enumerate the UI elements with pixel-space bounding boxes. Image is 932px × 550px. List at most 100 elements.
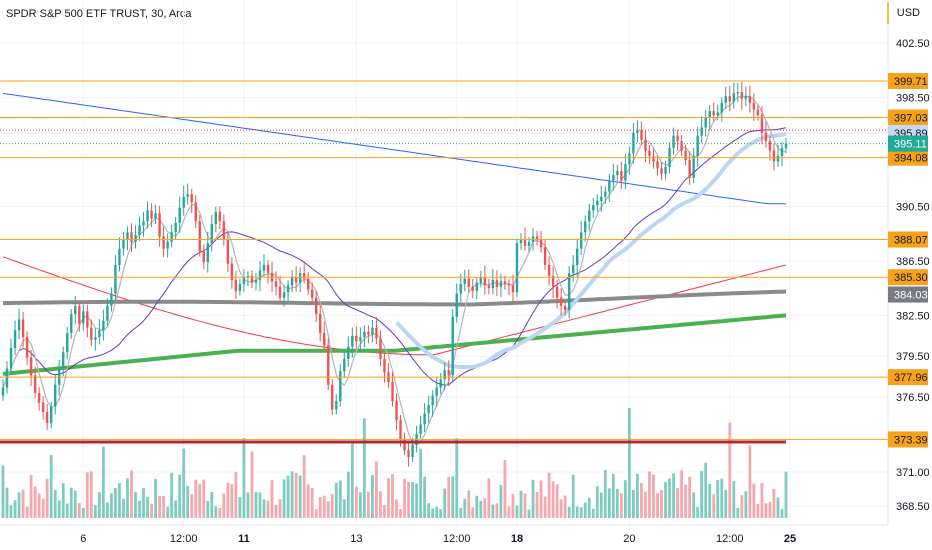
time-tick-label: 13 <box>350 533 362 545</box>
candle-body <box>331 384 334 410</box>
candle-body <box>294 277 298 283</box>
volume-bar <box>575 506 579 518</box>
volume-bar <box>688 476 692 518</box>
candle-body <box>403 439 406 451</box>
time-axis: 6 12:00 11 13 12:00 18 20 12:00 25 <box>0 524 888 545</box>
candle-body <box>278 286 282 298</box>
candle-body <box>74 305 77 314</box>
candle-body <box>126 232 129 240</box>
candle-body <box>523 239 527 246</box>
volume-bar <box>166 506 170 518</box>
volume-bar <box>680 470 683 518</box>
candle-body <box>692 156 695 178</box>
volume-bar <box>306 484 310 518</box>
candle-body <box>162 236 165 249</box>
volume-bar <box>174 500 178 518</box>
candle-body <box>608 180 611 192</box>
volume-bar <box>182 448 186 518</box>
volume-bar <box>21 489 25 518</box>
candle-body <box>170 232 173 242</box>
candle-body <box>511 285 515 293</box>
volume-bar <box>77 502 81 518</box>
volume-bar <box>222 493 226 518</box>
candle-body <box>166 241 169 249</box>
candle-body <box>242 277 246 285</box>
candle-body <box>306 278 310 290</box>
volume-bar <box>314 509 318 518</box>
candle-body <box>559 297 563 306</box>
candle-body <box>210 224 213 244</box>
volume-bar <box>660 490 663 518</box>
volume-bar <box>652 474 655 518</box>
candle-body <box>447 369 450 376</box>
candle-body <box>286 285 290 293</box>
candle-body <box>555 286 559 298</box>
candle-body <box>82 311 85 324</box>
candle-body <box>708 111 711 118</box>
grid <box>0 0 888 525</box>
candle-body <box>427 405 430 414</box>
volume-bar <box>768 501 772 518</box>
volume-bar <box>640 482 643 518</box>
volume-bar <box>178 474 182 518</box>
volume-bar <box>101 446 105 518</box>
volume-bar <box>206 501 210 518</box>
price-tick-label: 398.50 <box>896 92 930 104</box>
candle-body <box>571 264 575 274</box>
volume-bar <box>138 500 141 518</box>
candles <box>1 82 788 467</box>
candle-body <box>371 327 374 335</box>
candle-body <box>379 338 382 359</box>
time-tick-label: 11 <box>238 533 250 545</box>
volume-bar <box>37 493 41 518</box>
time-tick-label: 12:00 <box>443 533 471 545</box>
price-badge <box>888 369 928 386</box>
price-tick-label: 402.50 <box>896 38 930 50</box>
candle-body <box>246 275 250 278</box>
volume-bar <box>391 474 394 518</box>
candle-body <box>660 168 663 174</box>
candle-body <box>467 278 470 287</box>
volume-bar <box>334 482 338 518</box>
volume-bar <box>29 474 33 518</box>
volume-bar <box>491 504 495 518</box>
volume-bar <box>507 506 511 518</box>
candle-body <box>110 293 113 306</box>
candle-body <box>33 375 37 393</box>
candle-body <box>134 235 137 242</box>
candle-body <box>700 127 703 136</box>
candle-body <box>680 141 683 151</box>
candle-body <box>90 327 93 340</box>
candle-body <box>262 264 266 271</box>
volume-bar <box>748 445 752 518</box>
volume-bar <box>278 499 282 518</box>
volume-bar <box>479 500 483 518</box>
price-badge <box>888 149 928 166</box>
candle-body <box>202 251 205 263</box>
volume-bar <box>346 471 350 518</box>
volume-bar <box>531 479 535 518</box>
ma-line-green <box>2 313 787 376</box>
price-tick-label: 368.50 <box>896 501 930 513</box>
candle-body <box>624 164 627 181</box>
volume-bar <box>623 480 627 518</box>
candle-body <box>764 132 768 142</box>
volume-bar <box>455 438 459 518</box>
candle-body <box>640 130 643 140</box>
volume-bar <box>242 438 246 518</box>
candle-body <box>142 221 145 226</box>
time-tick-label: 20 <box>623 533 635 545</box>
volume-bar <box>230 484 234 518</box>
candle-body <box>684 150 687 161</box>
candle-body <box>503 281 507 285</box>
candle-body <box>198 221 201 252</box>
volume-bar <box>684 484 688 518</box>
volume-bar <box>142 488 145 518</box>
candle-body <box>527 241 531 246</box>
candle-body <box>234 279 238 291</box>
candle-body <box>752 102 756 110</box>
volume-bar <box>459 507 463 518</box>
volume-bar <box>367 491 370 518</box>
candle-body <box>600 196 603 201</box>
